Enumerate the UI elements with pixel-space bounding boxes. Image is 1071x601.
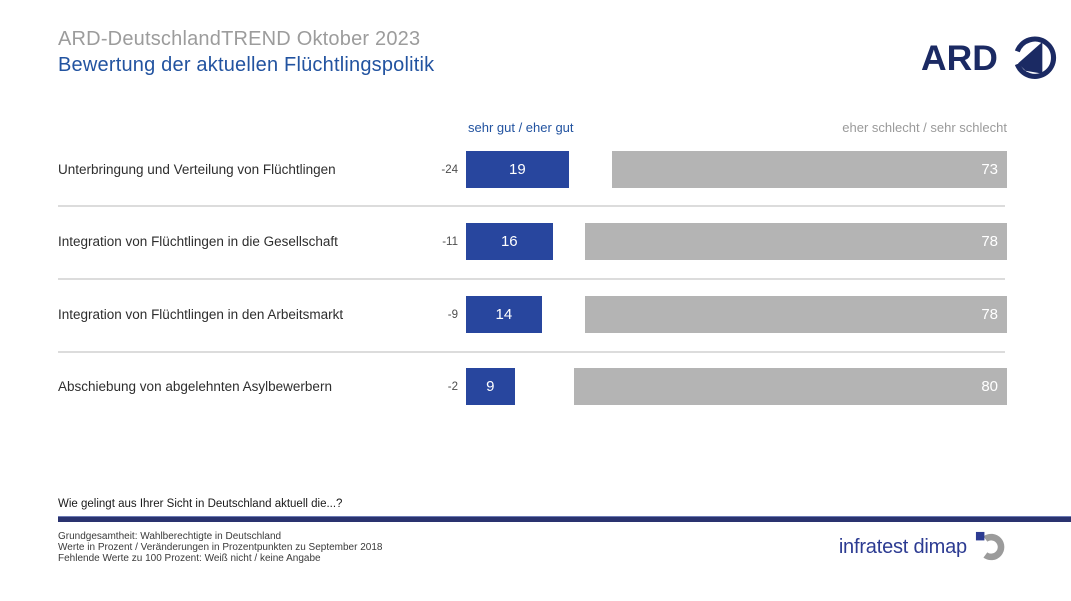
divider-bar bbox=[58, 516, 1071, 522]
ard-logo: ARD bbox=[921, 36, 1057, 79]
chart-row: Unterbringung und Verteilung von Flüchtl… bbox=[58, 151, 1007, 188]
ard-logo-text: ARD bbox=[921, 38, 998, 78]
bar-value: 73 bbox=[981, 161, 998, 178]
bar-value: 14 bbox=[495, 306, 513, 323]
dimap-logo-icon bbox=[975, 531, 1005, 561]
bar-track: 14 78 bbox=[466, 296, 1007, 333]
footer-note: Grundgesamtheit: Wahlberechtigte in Deut… bbox=[58, 531, 382, 564]
bar-value: 19 bbox=[509, 161, 526, 178]
row-label: Integration von Flüchtlingen in den Arbe… bbox=[58, 307, 344, 322]
dimap-square-icon bbox=[975, 531, 985, 541]
bar-negative: 80 bbox=[574, 368, 1007, 405]
bar-negative: 78 bbox=[585, 223, 1007, 260]
footer-note-line3: Fehlende Werte zu 100 Prozent: Weiß nich… bbox=[58, 553, 321, 564]
infratest-dimap-logo-text: infratest dimap bbox=[838, 535, 967, 558]
bar-track: 9 80 bbox=[466, 368, 1007, 405]
bar-track: 19 73 bbox=[466, 151, 1007, 188]
change-value: -11 bbox=[442, 235, 458, 248]
row-label: Integration von Flüchtlingen in die Gese… bbox=[58, 234, 338, 249]
row-separator bbox=[58, 205, 1005, 207]
bar-value: 9 bbox=[486, 378, 495, 395]
bar-value: 78 bbox=[981, 233, 998, 250]
bar-track: 16 78 bbox=[466, 223, 1007, 260]
page-subtitle: Bewertung der aktuellen Flüchtlingspolit… bbox=[58, 54, 435, 76]
column-header-negative: eher schlecht / sehr schlecht bbox=[842, 120, 1007, 135]
bar-positive: 9 bbox=[466, 368, 515, 405]
infratest-dimap-logo: infratest dimap bbox=[839, 531, 1007, 563]
dimap-arc-icon bbox=[983, 533, 1005, 561]
footer-note-line2: Werte in Prozent / Veränderungen in Proz… bbox=[58, 542, 383, 553]
chart-row: Integration von Flüchtlingen in die Gese… bbox=[58, 223, 1007, 260]
ard-logo-circle-icon bbox=[1014, 36, 1057, 79]
footer-note-line1: Grundgesamtheit: Wahlberechtigte in Deut… bbox=[58, 531, 282, 542]
row-separator bbox=[58, 278, 1005, 280]
row-label: Abschiebung von abgelehnten Asylbewerber… bbox=[58, 379, 332, 394]
bar-value: 16 bbox=[500, 233, 518, 250]
chart-row: Integration von Flüchtlingen in den Arbe… bbox=[58, 296, 1007, 333]
row-separator bbox=[58, 351, 1005, 353]
bar-value: 80 bbox=[981, 378, 998, 395]
bar-value: 78 bbox=[981, 306, 998, 323]
row-label: Unterbringung und Verteilung von Flüchtl… bbox=[58, 162, 336, 177]
chart-row: Abschiebung von abgelehnten Asylbewerber… bbox=[58, 368, 1007, 405]
bar-positive: 16 bbox=[466, 223, 553, 260]
change-value: -24 bbox=[441, 163, 458, 176]
page-title: ARD-DeutschlandTREND Oktober 2023 bbox=[58, 28, 421, 50]
bar-negative: 73 bbox=[612, 151, 1007, 188]
column-header-positive: sehr gut / eher gut bbox=[468, 120, 574, 135]
bar-positive: 14 bbox=[466, 296, 542, 333]
change-value: -9 bbox=[447, 308, 458, 321]
change-value: -2 bbox=[447, 380, 458, 393]
ard-logo-one-icon bbox=[1018, 41, 1043, 74]
bar-negative: 78 bbox=[585, 296, 1007, 333]
question-text: Wie gelingt aus Ihrer Sicht in Deutschla… bbox=[58, 498, 343, 510]
bar-positive: 19 bbox=[466, 151, 569, 188]
